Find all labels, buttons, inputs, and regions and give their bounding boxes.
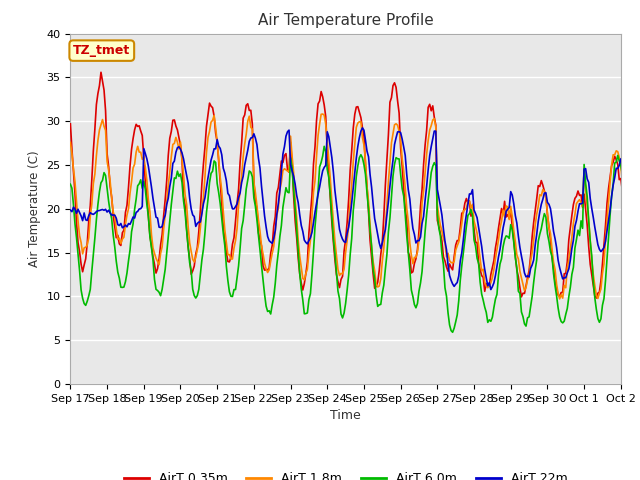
AirT 1.8m xyxy=(486,283,493,288)
AirT 1.8m xyxy=(319,111,326,117)
AirT 0.35m xyxy=(106,184,114,190)
AirT 22m xyxy=(358,125,366,131)
AirT 0.35m xyxy=(97,70,105,75)
AirT 22m xyxy=(487,287,495,292)
AirT 1.8m xyxy=(574,199,582,204)
AirT 6.0m xyxy=(449,329,456,335)
AirT 22m xyxy=(67,207,74,213)
AirT 0.35m xyxy=(593,295,600,301)
AirT 22m xyxy=(369,201,377,206)
Y-axis label: Air Temperature (C): Air Temperature (C) xyxy=(28,151,41,267)
Title: Air Temperature Profile: Air Temperature Profile xyxy=(258,13,433,28)
Line: AirT 1.8m: AirT 1.8m xyxy=(70,114,640,299)
AirT 1.8m xyxy=(556,296,563,302)
AirT 22m xyxy=(86,210,94,216)
AirT 0.35m xyxy=(67,121,74,127)
AirT 1.8m xyxy=(105,168,113,173)
AirT 6.0m xyxy=(105,198,113,204)
Line: AirT 22m: AirT 22m xyxy=(70,128,640,289)
AirT 22m xyxy=(486,280,493,286)
Text: TZ_tmet: TZ_tmet xyxy=(73,44,131,57)
AirT 6.0m xyxy=(487,318,495,324)
AirT 6.0m xyxy=(86,287,94,292)
AirT 22m xyxy=(105,207,113,213)
AirT 1.8m xyxy=(369,259,377,264)
Legend: AirT 0.35m, AirT 1.8m, AirT 6.0m, AirT 22m: AirT 0.35m, AirT 1.8m, AirT 6.0m, AirT 2… xyxy=(119,468,572,480)
AirT 6.0m xyxy=(67,181,74,187)
AirT 0.35m xyxy=(86,203,94,208)
AirT 1.8m xyxy=(67,140,74,145)
AirT 6.0m xyxy=(321,144,328,149)
AirT 6.0m xyxy=(574,227,582,233)
AirT 0.35m xyxy=(486,283,493,288)
AirT 0.35m xyxy=(369,271,377,277)
X-axis label: Time: Time xyxy=(330,409,361,422)
Line: AirT 0.35m: AirT 0.35m xyxy=(70,72,640,298)
AirT 1.8m xyxy=(86,213,94,219)
AirT 6.0m xyxy=(369,267,377,273)
Line: AirT 6.0m: AirT 6.0m xyxy=(70,146,640,332)
AirT 0.35m xyxy=(573,193,580,199)
AirT 22m xyxy=(574,208,582,214)
